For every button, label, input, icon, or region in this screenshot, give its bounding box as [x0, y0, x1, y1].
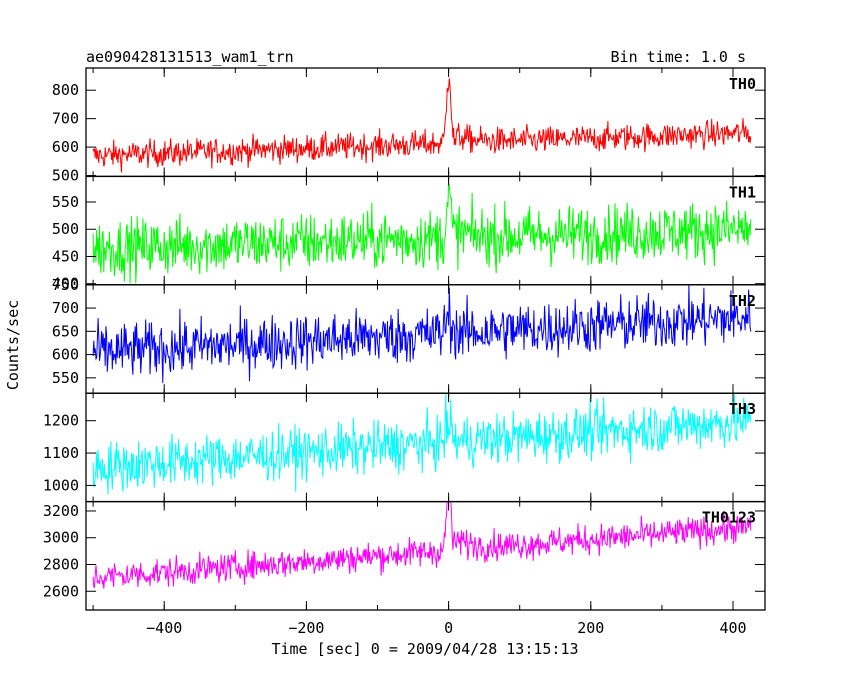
y-axis-label: Counts/sec — [4, 300, 22, 390]
y-tick-label: 3000 — [43, 529, 79, 547]
series-label: TH0123 — [702, 509, 756, 527]
y-tick-label: 2800 — [43, 555, 79, 573]
y-tick-label: 650 — [52, 322, 79, 340]
series-line-th0 — [92, 78, 752, 173]
panel-th3: 1000 1100 1200 TH3 — [43, 392, 766, 503]
x-axis-label: Time [sec] 0 = 2009/04/28 13:15:13 — [271, 640, 578, 658]
y-tick-label: 600 — [52, 346, 79, 364]
panel-frame — [85, 67, 766, 178]
x-tick-label: −200 — [288, 619, 324, 637]
series-label: TH1 — [729, 183, 756, 201]
series-label: TH3 — [729, 400, 756, 418]
x-axis-ticks: −400 −200 0 200 400 — [146, 619, 746, 637]
panel-th0: 500 600 700 800 TH0 — [52, 67, 766, 185]
y-tick-label: 1200 — [43, 412, 79, 430]
series-label: TH0 — [729, 75, 756, 93]
series-label: TH2 — [729, 292, 756, 310]
y-tick-label: 800 — [52, 81, 79, 99]
x-tick-label: 400 — [719, 619, 746, 637]
series-line-th2 — [92, 284, 752, 384]
y-tick-label: 700 — [52, 299, 79, 317]
x-tick-label: −400 — [146, 619, 182, 637]
panel-th2: 550 600 650 700 750 TH2 — [52, 276, 766, 394]
panel-th0123: 2600 2800 3000 3200 TH0123 — [43, 500, 766, 611]
y-tick-label: 550 — [52, 369, 79, 387]
y-tick-label: 700 — [52, 110, 79, 128]
panel-th1: 400 450 500 550 TH1 — [52, 175, 766, 293]
y-tick-label: 600 — [52, 138, 79, 156]
y-tick-label: 3200 — [43, 502, 79, 520]
series-line-th0123 — [92, 501, 752, 589]
series-line-th1 — [92, 182, 752, 284]
x-tick-label: 0 — [444, 619, 453, 637]
series-line-th3 — [92, 393, 752, 495]
panels-group: 500 600 700 800 TH0 400 450 500 550 TH1 550 600 650 7… — [43, 67, 766, 611]
y-tick-label: 2600 — [43, 582, 79, 600]
chart-title: ae090428131513_wam1_trn — [86, 48, 294, 66]
y-tick-label: 450 — [52, 247, 79, 265]
y-tick-label: 400 — [52, 275, 79, 293]
panel-frame — [85, 500, 766, 611]
y-tick-label: 500 — [52, 167, 79, 185]
y-tick-label: 1100 — [43, 444, 79, 462]
bin-time-label: Bin time: 1.0 s — [611, 48, 746, 66]
y-tick-label: 750 — [52, 276, 79, 294]
x-tick-label: 200 — [577, 619, 604, 637]
y-tick-label: 500 — [52, 220, 79, 238]
y-tick-label: 1000 — [43, 476, 79, 494]
y-tick-label: 550 — [52, 193, 79, 211]
